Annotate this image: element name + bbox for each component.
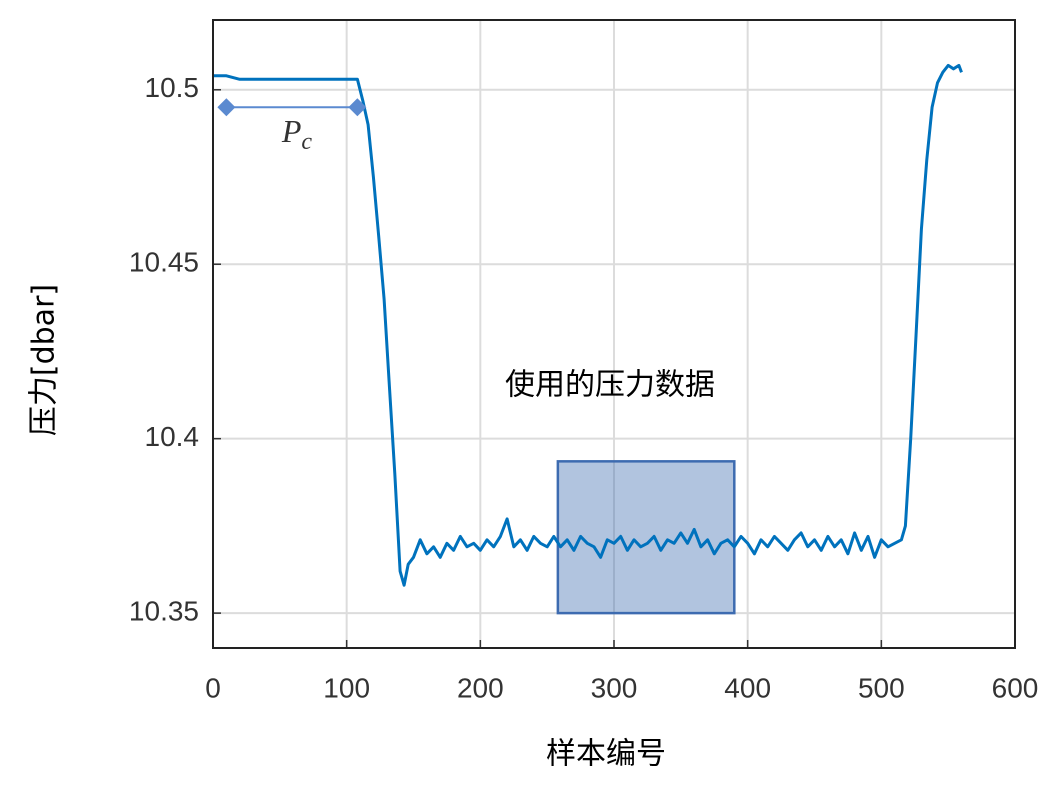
pc-diamond	[348, 98, 367, 117]
x-tick-label: 300	[591, 672, 638, 703]
x-tick-label: 100	[323, 672, 370, 703]
y-axis-label: 压力[dbar]	[27, 284, 62, 436]
axes-box	[212, 19, 1016, 649]
pc-diamond	[217, 98, 236, 117]
data-line	[213, 63, 963, 587]
pc-label: Pc	[281, 114, 313, 155]
pc-main: P	[281, 114, 302, 150]
pc-sub: c	[301, 129, 312, 155]
x-tick-label: 0	[205, 672, 221, 703]
y-tick-label: 10.4	[145, 421, 200, 452]
x-tick-label: 600	[992, 672, 1039, 703]
y-tick-label: 10.45	[129, 247, 199, 278]
x-tick-label: 500	[858, 672, 905, 703]
y-tick-label: 10.5	[145, 72, 200, 103]
x-tick-label: 400	[724, 672, 771, 703]
x-tick-label: 200	[457, 672, 504, 703]
y-tick-label: 10.35	[129, 596, 199, 627]
x-axis-label: 样本编号	[546, 737, 666, 772]
annotation-text: 使用的压力数据	[505, 368, 715, 403]
highlight-box	[556, 460, 736, 615]
